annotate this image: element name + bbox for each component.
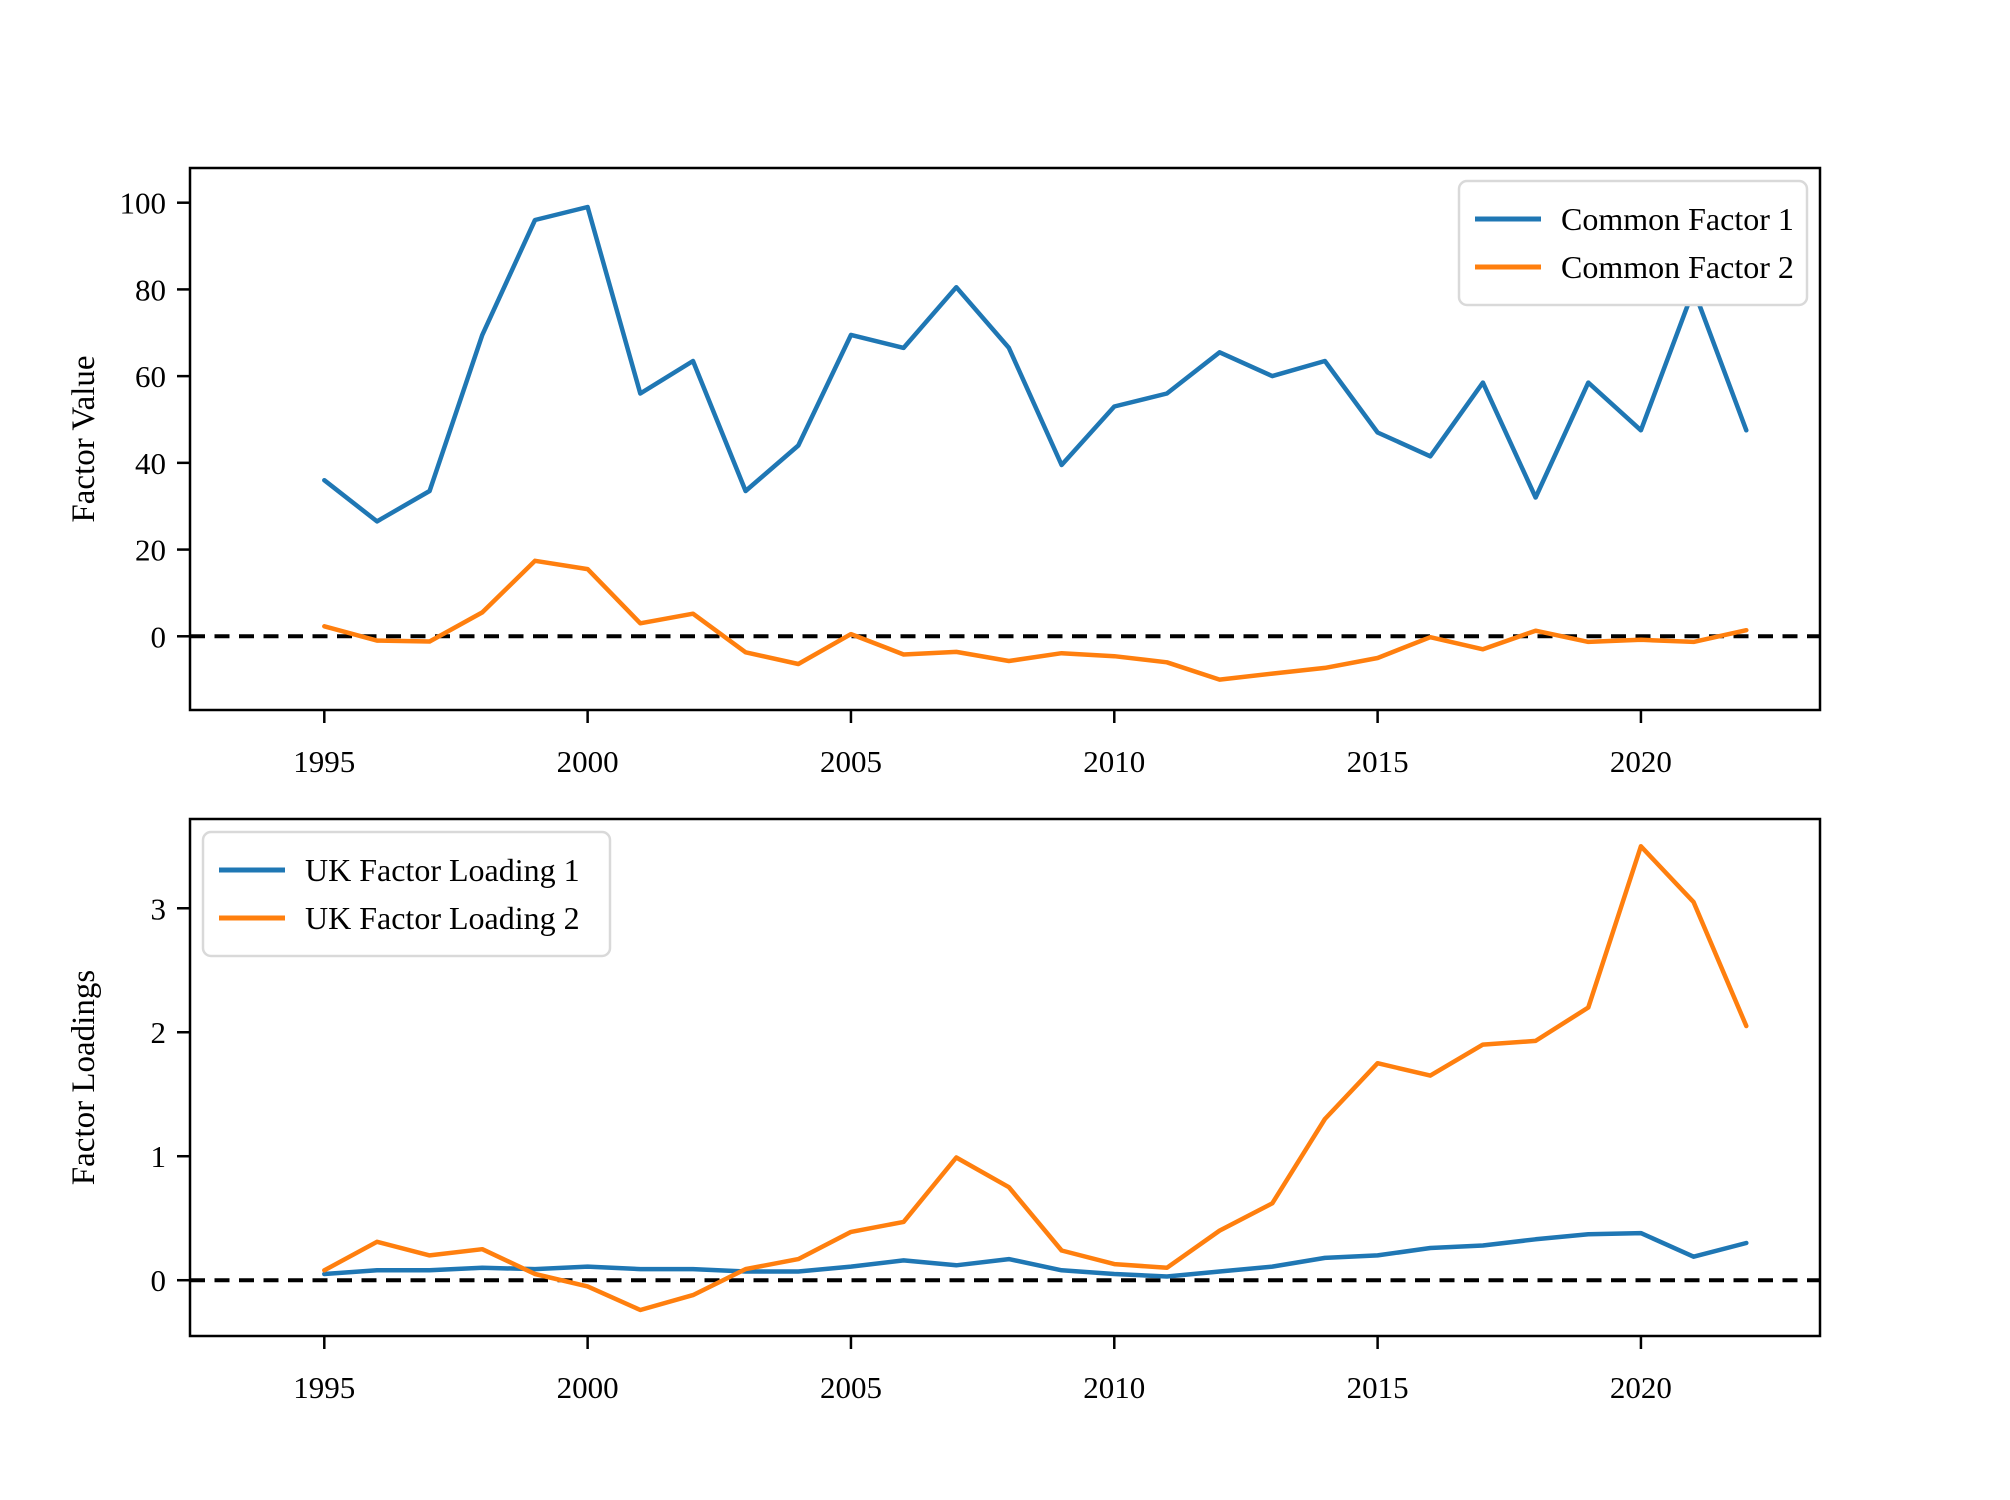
series-line-uk-factor-loading-2 <box>322 844 1749 1313</box>
x-axis: 1995 2000 2005 2010 2015 2020 <box>293 710 1672 779</box>
x-tick-label: 1995 <box>293 1370 355 1405</box>
y-tick-label: 20 <box>135 533 166 568</box>
y-axis-title: Factor Loadings <box>66 970 102 1185</box>
axes-box <box>188 817 1822 1338</box>
y-tick-label: 2 <box>151 1015 167 1050</box>
x-tick-label: 1995 <box>293 744 355 779</box>
y-axis-title: Factor Value <box>66 355 102 522</box>
y-axis: 0 1 2 3 <box>151 891 190 1298</box>
x-tick-label: 2000 <box>557 1370 619 1405</box>
y-tick-label: 0 <box>151 619 167 654</box>
x-tick-label: 2020 <box>1610 744 1672 779</box>
legend-label: Common Factor 1 <box>1561 201 1794 237</box>
x-tick-label: 2000 <box>557 744 619 779</box>
legend-item-common-factor-2: Common Factor 2 <box>1475 249 1794 285</box>
x-tick-label: 2005 <box>820 744 882 779</box>
legend-item-uk-factor-loading-1: UK Factor Loading 1 <box>219 852 580 888</box>
legend: Common Factor 1 Common Factor 2 <box>1457 179 1809 307</box>
legend-item-common-factor-1: Common Factor 1 <box>1475 201 1794 237</box>
y-tick-label: 40 <box>135 446 166 481</box>
y-tick-label: 0 <box>151 1263 167 1298</box>
y-axis: 0 20 40 60 80 100 <box>120 186 190 654</box>
x-tick-label: 2020 <box>1610 1370 1672 1405</box>
legend-item-uk-factor-loading-2: UK Factor Loading 2 <box>219 900 580 936</box>
series-line-uk-factor-loading-1 <box>322 1230 1749 1279</box>
axes-box <box>188 166 1822 712</box>
y-tick-label: 1 <box>151 1139 167 1174</box>
series-line-common-factor-2 <box>322 558 1749 682</box>
legend-label: Common Factor 2 <box>1561 249 1794 285</box>
legend-box <box>1457 179 1809 307</box>
y-tick-label: 80 <box>135 272 166 307</box>
series-line-common-factor-1 <box>322 204 1749 524</box>
legend: UK Factor Loading 1 UK Factor Loading 2 <box>201 830 612 958</box>
x-tick-label: 2010 <box>1083 744 1145 779</box>
x-tick-label: 2015 <box>1347 1370 1409 1405</box>
y-tick-label: 100 <box>120 186 167 221</box>
x-tick-label: 2015 <box>1347 744 1409 779</box>
legend-label: UK Factor Loading 2 <box>305 900 580 936</box>
x-tick-label: 2010 <box>1083 1370 1145 1405</box>
y-tick-label: 3 <box>151 891 167 926</box>
legend-label: UK Factor Loading 1 <box>305 852 580 888</box>
x-tick-label: 2005 <box>820 1370 882 1405</box>
y-tick-label: 60 <box>135 359 166 394</box>
x-axis: 1995 2000 2005 2010 2015 2020 <box>293 1336 1672 1405</box>
legend-box <box>201 830 612 958</box>
